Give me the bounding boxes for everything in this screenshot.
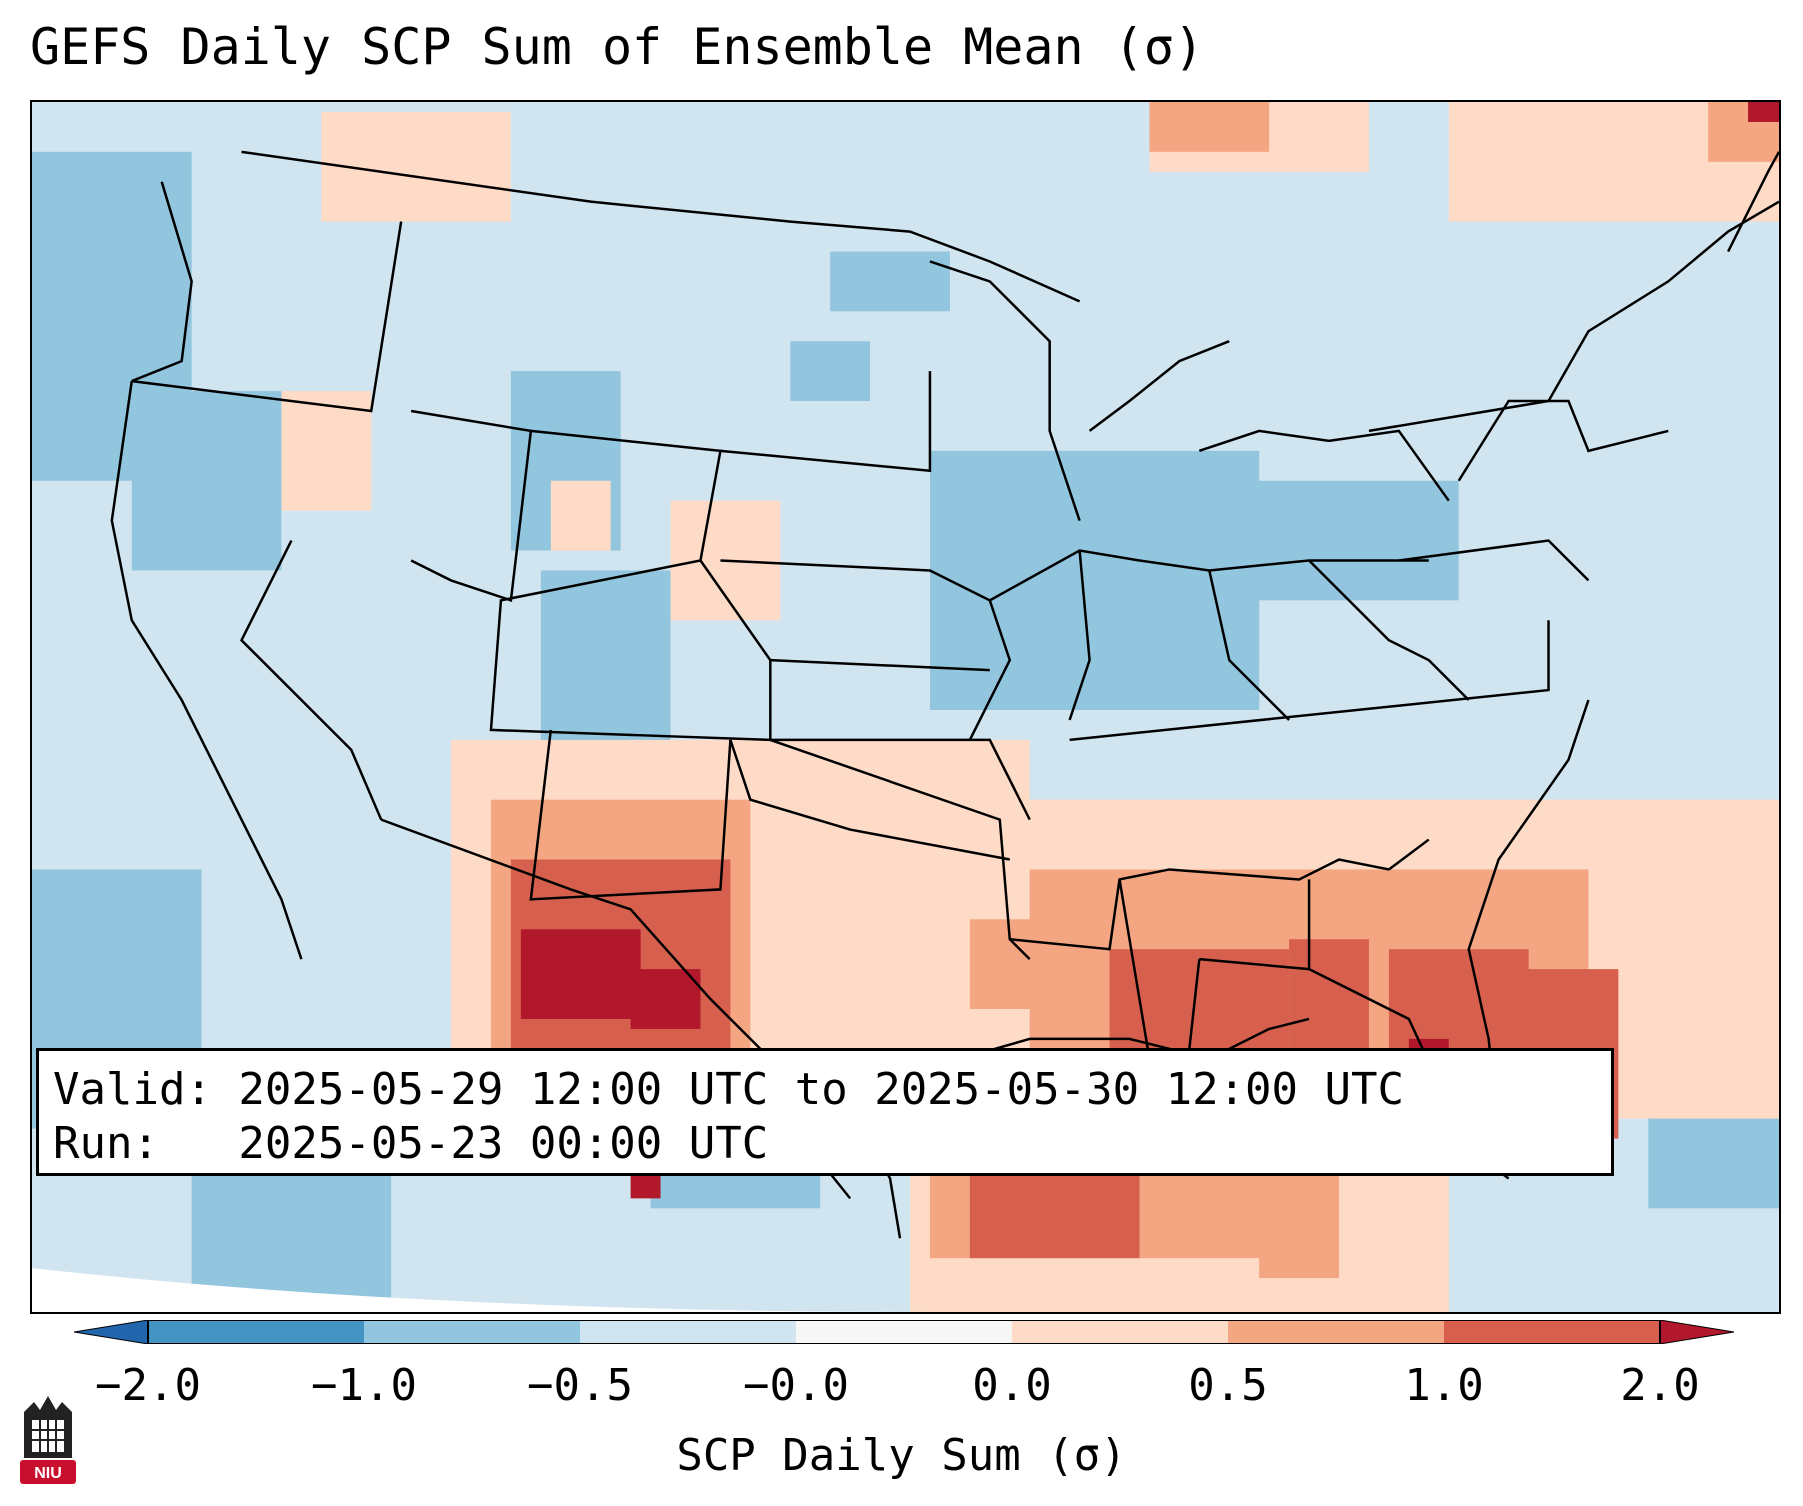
tick-label: 0.0 (972, 1360, 1052, 1411)
blue-patch (790, 341, 871, 402)
out-of-domain-area (32, 1268, 930, 1312)
tick-label: −0.5 (527, 1360, 633, 1411)
colorbar-ticks: −2.0 −1.0 −0.5 −0.0 0.0 0.5 1.0 2.0 (0, 1360, 1803, 1411)
tick-label: 0.5 (1188, 1360, 1268, 1411)
colorbar-seg-7 (1444, 1320, 1660, 1344)
colorbar-svg (74, 1320, 1734, 1344)
valid-time-text: Valid: 2025-05-29 12:00 UTC to 2025-05-3… (53, 1064, 1405, 1115)
tick-label: −2.0 (95, 1360, 201, 1411)
colorbar-seg-1 (148, 1320, 364, 1344)
tick-label: −0.0 (743, 1360, 849, 1411)
colorbar-seg-3 (580, 1320, 796, 1344)
run-time-text: Run: 2025-05-23 00:00 UTC (53, 1118, 769, 1169)
positive-anomaly-extreme (520, 102, 1779, 1199)
state-boundaries (110, 150, 1779, 1239)
colorbar-label: SCP Daily Sum (σ) (676, 1430, 1127, 1481)
blue-patch (131, 391, 282, 571)
logo-text: NIU (34, 1465, 62, 1482)
blue-patch (191, 1158, 392, 1309)
colorbar-seg-5 (1012, 1320, 1228, 1344)
colorbar-seg-4 (796, 1320, 1012, 1344)
niu-logo-icon: NIU (20, 1392, 76, 1484)
colorbar-seg-6 (1228, 1320, 1444, 1344)
blue-patch (1199, 480, 1459, 601)
tick-label: 1.0 (1404, 1360, 1484, 1411)
colorbar-extend-low (74, 1320, 149, 1344)
tick-label: −1.0 (311, 1360, 417, 1411)
colorbar-extend-high (1659, 1320, 1734, 1344)
colorbar (74, 1320, 1734, 1344)
valid-run-box: Valid: 2025-05-29 12:00 UTC to 2025-05-3… (36, 1048, 1614, 1176)
blue-patch (830, 251, 950, 312)
chart-title: GEFS Daily SCP Sum of Ensemble Mean (σ) (30, 18, 1204, 76)
tick-label: 2.0 (1620, 1360, 1700, 1411)
colorbar-seg-2 (364, 1320, 580, 1344)
